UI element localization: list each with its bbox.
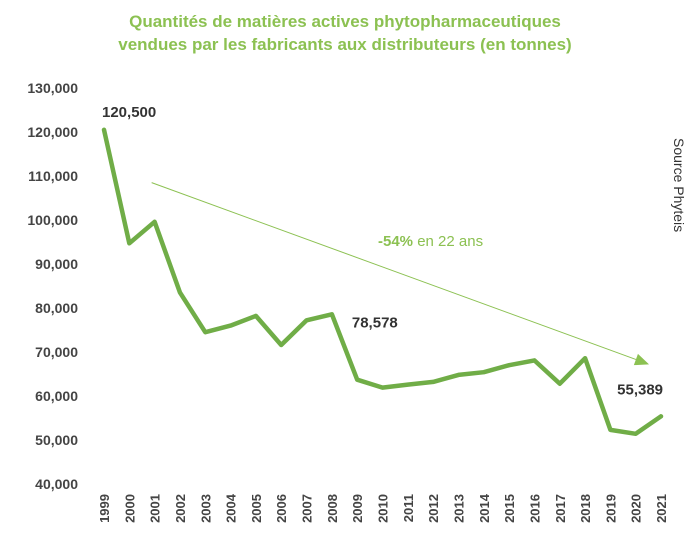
trend-annotation: -54% en 22 ans bbox=[151, 182, 650, 366]
x-tick-label: 2002 bbox=[173, 494, 188, 523]
x-tick-label: 1999 bbox=[97, 494, 112, 523]
y-tick-label: 90,000 bbox=[35, 256, 78, 272]
x-tick-label: 2000 bbox=[122, 494, 137, 523]
x-tick-label: 2014 bbox=[477, 493, 492, 523]
y-tick-label: 60,000 bbox=[35, 388, 78, 404]
source-label: Source Phyteis bbox=[671, 138, 687, 232]
x-tick-label: 2013 bbox=[451, 494, 466, 523]
x-tick-label: 2009 bbox=[350, 494, 365, 523]
y-tick-label: 50,000 bbox=[35, 432, 78, 448]
x-tick-label: 2004 bbox=[224, 493, 239, 523]
trend-arrow-line bbox=[151, 182, 642, 362]
trend-period: en 22 ans bbox=[413, 233, 483, 250]
y-tick-label: 120,000 bbox=[27, 124, 78, 140]
chart-title: Quantités de matières actives phytopharm… bbox=[0, 10, 690, 56]
series-line bbox=[101, 127, 664, 437]
y-tick-label: 80,000 bbox=[35, 300, 78, 316]
x-tick-label: 2010 bbox=[376, 494, 391, 523]
data-label: 78,578 bbox=[352, 314, 398, 331]
x-tick-label: 2017 bbox=[553, 494, 568, 523]
x-tick-label: 2019 bbox=[603, 494, 618, 523]
x-tick-label: 2005 bbox=[249, 494, 264, 523]
y-tick-label: 100,000 bbox=[27, 212, 78, 228]
chart-title-line-1: Quantités de matières actives phytopharm… bbox=[129, 12, 561, 31]
x-tick-label: 2001 bbox=[148, 494, 163, 523]
data-label: 55,389 bbox=[617, 381, 663, 398]
x-tick-label: 2012 bbox=[426, 494, 441, 523]
x-tick-label: 2018 bbox=[578, 494, 593, 523]
y-tick-label: 130,000 bbox=[27, 80, 78, 96]
y-tick-label: 40,000 bbox=[35, 476, 78, 492]
chart-title-line-2: vendues par les fabricants aux distribut… bbox=[118, 35, 572, 54]
x-tick-label: 2003 bbox=[198, 494, 213, 523]
x-tick-label: 2021 bbox=[654, 494, 669, 523]
x-tick-label: 2015 bbox=[502, 494, 517, 523]
x-tick-label: 2020 bbox=[629, 494, 644, 523]
x-tick-label: 2006 bbox=[274, 494, 289, 523]
x-tick-label: 2008 bbox=[325, 494, 340, 523]
y-tick-label: 70,000 bbox=[35, 344, 78, 360]
data-label: 120,500 bbox=[102, 104, 156, 121]
y-axis: 40,000 50,000 60,000 70,000 80,000 90,000 100,… bbox=[27, 80, 78, 492]
trend-arrow-head bbox=[633, 353, 650, 366]
y-tick-label: 110,000 bbox=[28, 168, 78, 184]
trend-annotation-text: -54% en 22 ans bbox=[378, 233, 483, 250]
x-tick-label: 2011 bbox=[401, 494, 416, 522]
trend-percent: -54% bbox=[378, 233, 413, 250]
x-axis: 1999 2000 2001 2002 2003 2004 2005 2006 2007 2008… bbox=[97, 493, 669, 523]
x-tick-label: 2016 bbox=[527, 494, 542, 523]
data-labels: 120,500 78,578 55,389 bbox=[102, 104, 663, 398]
x-tick-label: 2007 bbox=[300, 494, 315, 523]
series-line-group bbox=[101, 127, 664, 437]
